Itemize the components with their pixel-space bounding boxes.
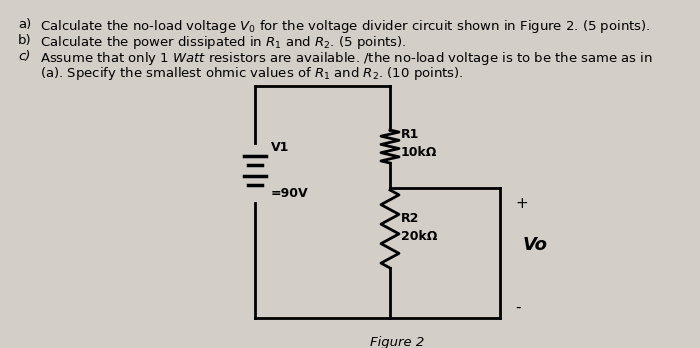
Text: =90V: =90V [271, 187, 309, 200]
Text: 10kΩ: 10kΩ [401, 147, 438, 159]
Text: a): a) [18, 18, 32, 31]
Text: Calculate the no-load voltage $V_0$ for the voltage divider circuit shown in Fig: Calculate the no-load voltage $V_0$ for … [40, 18, 650, 35]
Text: R1: R1 [401, 128, 419, 142]
Text: 20kΩ: 20kΩ [401, 230, 438, 244]
Text: Figure 2: Figure 2 [370, 336, 424, 348]
Text: c): c) [18, 50, 30, 63]
Text: Calculate the power dissipated in $R_1$ and $R_2$. (5 points).: Calculate the power dissipated in $R_1$ … [40, 34, 407, 51]
Text: Assume that only 1 $Watt$ resistors are available. /the no-load voltage is to be: Assume that only 1 $Watt$ resistors are … [40, 50, 653, 67]
Text: b): b) [18, 34, 32, 47]
Text: +: + [515, 196, 528, 211]
Text: Vo: Vo [523, 236, 548, 254]
Text: (a). Specify the smallest ohmic values of $R_1$ and $R_2$. (10 points).: (a). Specify the smallest ohmic values o… [40, 65, 463, 82]
Text: V1: V1 [271, 141, 289, 154]
Text: -: - [515, 300, 521, 315]
Text: R2: R2 [401, 213, 419, 226]
